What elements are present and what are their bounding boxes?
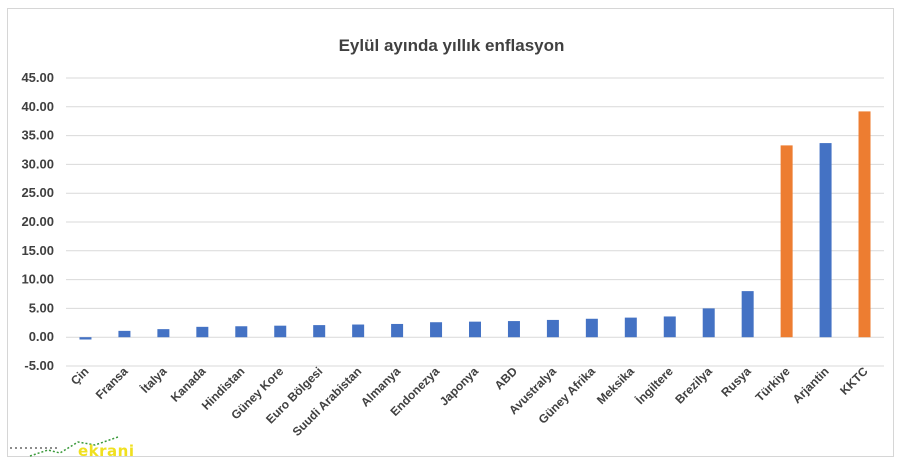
x-category-label: Türkiye [753, 364, 793, 404]
bar [469, 321, 481, 338]
watermark-graphic [10, 436, 119, 457]
bar [352, 324, 365, 338]
watermark-text: ekrani [78, 442, 135, 460]
chart-frame [7, 8, 894, 457]
bar [585, 318, 598, 338]
y-tick-label: 0.00 [29, 329, 54, 344]
y-tick-label: 40.00 [21, 99, 54, 114]
x-category-label: İtalya [137, 363, 170, 396]
y-tick-label: 10.00 [21, 272, 54, 287]
bar [235, 326, 248, 338]
x-category-label: Meksika [594, 364, 637, 407]
bar [391, 323, 404, 338]
bar [702, 308, 715, 338]
x-category-label: KKTC [837, 364, 871, 398]
y-tick-label: 35.00 [21, 128, 54, 143]
x-category-label: İngiltere [632, 363, 676, 407]
x-category-label: Suudi Arabistan [290, 364, 365, 439]
bar [546, 319, 559, 338]
bar [430, 322, 443, 338]
bar [274, 325, 287, 338]
x-category-label: Fransa [93, 364, 131, 402]
bar [118, 330, 131, 338]
bar [780, 145, 793, 338]
bar [196, 326, 209, 338]
bar [157, 329, 170, 338]
bar [663, 316, 676, 338]
y-tick-label: -5.00 [24, 358, 54, 373]
watermark-logo: ekrani [0, 434, 140, 464]
bar [858, 111, 871, 338]
y-tick-label: 15.00 [21, 243, 54, 258]
bar [741, 291, 754, 338]
x-category-label: ABD [492, 364, 521, 393]
y-tick-label: 30.00 [21, 156, 54, 171]
y-tick-label: 5.00 [29, 300, 54, 315]
x-category-label: Arjantin [790, 364, 832, 406]
x-category-label: Çin [68, 364, 92, 388]
bar [313, 325, 326, 338]
chart-title: Eylül ayında yıllık enflasyon [338, 36, 565, 55]
bar [79, 337, 92, 340]
y-tick-label: 45.00 [21, 70, 54, 85]
bar [819, 143, 832, 338]
x-category-label: Japonya [437, 364, 482, 409]
bar [507, 321, 520, 338]
bar [624, 317, 637, 338]
y-tick-label: 25.00 [21, 185, 54, 200]
x-category-label: Rusya [718, 364, 754, 400]
x-category-label: Brezilya [672, 364, 715, 407]
y-tick-label: 20.00 [21, 214, 54, 229]
